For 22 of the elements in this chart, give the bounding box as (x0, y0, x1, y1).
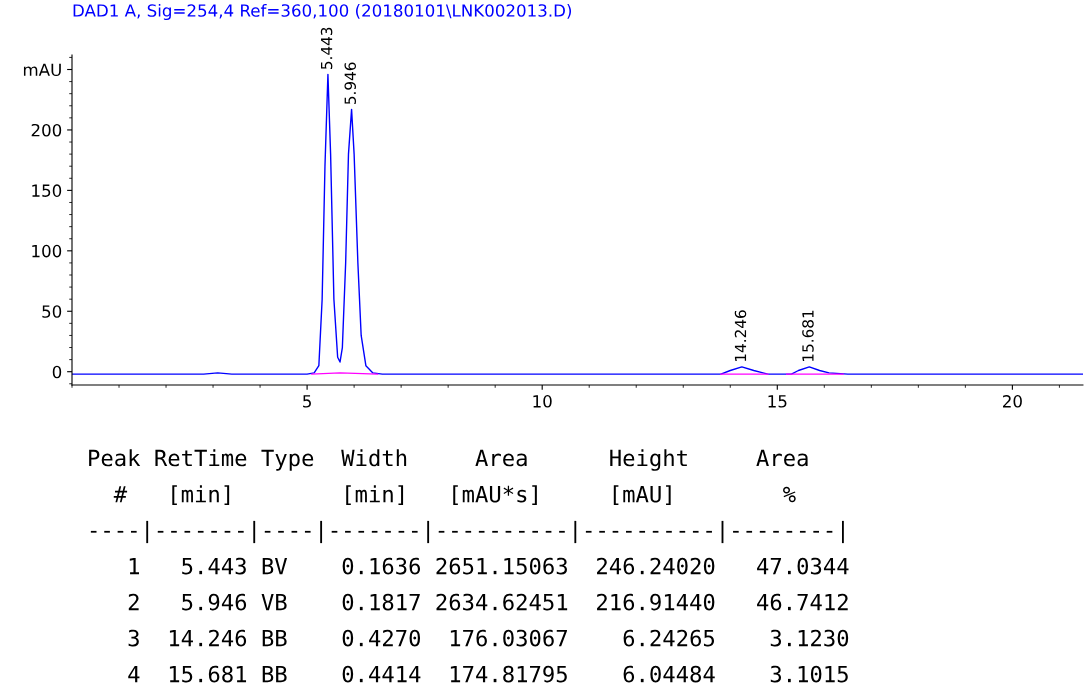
x-tick-label: 15 (768, 395, 787, 408)
annotation: 5.946 (344, 62, 357, 105)
y-tick-label: mAU (23, 63, 61, 77)
y-tick-label: 0 (52, 365, 62, 379)
text: 2 5.946 VB 0.1817 2634.62451 216.91440 46.7412 (128, 593, 848, 611)
text: 3 14.246 BB 0.4270 176.03067 6.24265 3.1230 (128, 629, 849, 647)
text: Peak RetTime Type Width Area Height Area (89, 449, 808, 471)
x-tick-label: 10 (533, 395, 552, 408)
annotation: 14.246 (734, 310, 747, 362)
x-tick-label: 20 (1003, 395, 1022, 408)
chart-title: DAD1 A, Sig=254,4 Ref=360,100 (20180101\LNK002013.D) (73, 3, 572, 21)
annotation: 15.681 (802, 310, 814, 362)
text: ----|-------|----|-------|----------|----------|--------| (90, 520, 844, 544)
y-tick-label: 150 (32, 184, 62, 197)
text: 4 15.681 BB 0.4414 174.81795 6.04484 3.1015 (128, 665, 848, 683)
y-tick-label: 100 (32, 244, 62, 258)
text: # [min] [min] [mAU*s] [mAU] % (113, 485, 796, 506)
text: 1 5.443 BV 0.1636 2651.15063 246.24020 47.0344 (129, 557, 849, 575)
y-tick-label: 200 (31, 123, 62, 137)
y-tick-label: 50 (42, 305, 62, 318)
annotation: 5.443 (320, 27, 333, 69)
x-tick-label: 5 (303, 395, 311, 408)
